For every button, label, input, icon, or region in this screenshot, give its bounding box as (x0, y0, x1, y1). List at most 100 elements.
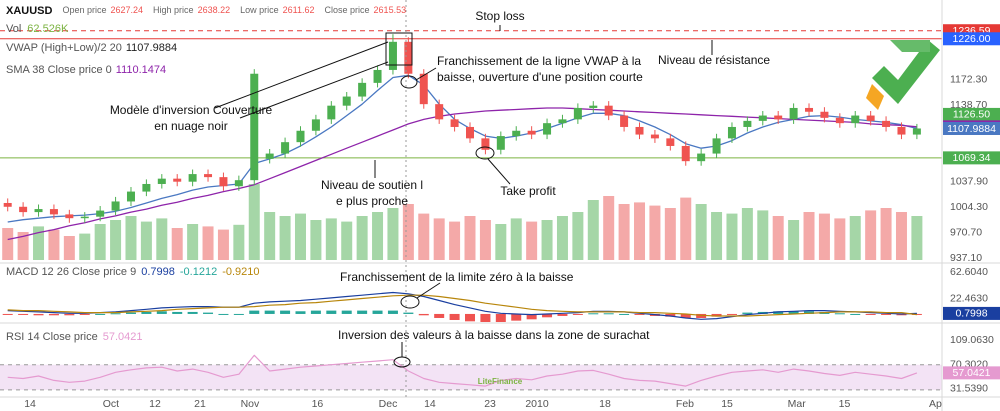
price-tag-label: 1226.00 (953, 33, 991, 45)
volume-name: Vol (6, 23, 21, 35)
volume-bar (865, 210, 877, 260)
histogram-bar (125, 312, 136, 314)
series-name: VWAP (High+Low)/2 20 (6, 42, 122, 54)
indicator-value: 0.7998 (141, 266, 175, 278)
candle-body (635, 126, 644, 135)
volume-bar (726, 213, 738, 260)
candle-body (743, 120, 752, 127)
candle-body (466, 126, 474, 139)
histogram-bar (187, 311, 198, 314)
marker-ellipse (400, 295, 420, 309)
series-value: 1107.9884 (126, 42, 177, 54)
candle-body (265, 153, 274, 159)
volume-bar (217, 229, 229, 260)
x-tick-label: 2010 (525, 398, 549, 410)
x-tick-label: 21 (194, 398, 206, 410)
y-tick-label: 62.6040 (950, 266, 988, 278)
x-tick-label: 16 (312, 398, 324, 410)
histogram-bar (79, 313, 90, 315)
candle-body (435, 104, 444, 120)
histogram-bar (603, 313, 614, 315)
annotation: en nuage noir (154, 119, 227, 133)
candle-body (450, 119, 459, 127)
histogram-bar (526, 313, 537, 320)
volume-bar (140, 221, 152, 260)
histogram-bar (418, 313, 429, 316)
volume-bar (788, 220, 800, 260)
x-tick-label: Dec (379, 398, 398, 410)
candle-body (512, 130, 521, 137)
volume-bar (541, 220, 553, 260)
volume-bar (479, 220, 491, 260)
indicator-name: MACD 12 26 Close price 9 (6, 266, 136, 278)
annotation: baisse, ouverture d'une position courte (437, 70, 643, 84)
candle-body (49, 209, 58, 215)
annotation: Niveau de résistance (658, 53, 770, 67)
volume-bar (110, 220, 122, 260)
candle-body (866, 115, 875, 121)
volume-bar (310, 220, 322, 260)
volume-bar (233, 224, 245, 260)
histogram-bar (172, 311, 183, 314)
candle-body (496, 136, 505, 150)
header: VWAP (High+Low)/2 20 1107.9884 (6, 42, 177, 54)
header: XAUUSD Open price 2627.24 High price 2638.22… (6, 5, 406, 17)
candle-body (543, 123, 552, 135)
volume-bar (449, 221, 461, 260)
price-tag (943, 366, 1000, 380)
x-tick-label: 14 (424, 398, 436, 410)
candle-body (157, 178, 166, 184)
histogram-bar (18, 313, 29, 315)
histogram-bar (711, 313, 722, 317)
volume-bar (156, 218, 168, 260)
volume-bar (572, 212, 584, 260)
histogram-bar (280, 310, 291, 314)
volume-bar (248, 184, 260, 260)
candle-body (327, 105, 336, 120)
histogram-bar (2, 313, 13, 315)
histogram-bar (865, 313, 876, 315)
volume-bar (803, 212, 815, 260)
volume-bar (187, 224, 199, 260)
volume-bar (264, 212, 276, 260)
histogram-bar (804, 311, 815, 314)
candle-body (727, 126, 736, 139)
candle-body (650, 134, 659, 139)
histogram-bar (773, 311, 784, 314)
volume-bar (464, 216, 476, 260)
annotation: Modèle d'inversion Couverture (110, 103, 273, 117)
price-tag-label: 1069.34 (953, 152, 991, 164)
ohlc-value: 2638.22 (198, 5, 231, 15)
indicator-line (7, 74, 918, 223)
candle-body (342, 96, 351, 106)
logo-mark (890, 40, 930, 52)
price-tag (943, 107, 1000, 121)
histogram-bar (110, 313, 121, 315)
candle-body (805, 107, 814, 112)
volume-bar (834, 218, 846, 260)
x-tick-label: 18 (599, 398, 611, 410)
candle-body (281, 142, 290, 154)
candle-body (234, 180, 243, 187)
volume-bar (634, 202, 646, 260)
annotation: Niveau de soutien l (321, 178, 423, 192)
header: Vol 62.526K (6, 23, 69, 35)
histogram-bar (742, 312, 753, 314)
volume-bar (202, 226, 214, 260)
series-name: SMA 38 Close price 0 (6, 64, 112, 76)
volume-bar (772, 216, 784, 260)
watermark: LiteFinance (478, 377, 523, 386)
volume-bar (387, 208, 399, 260)
volume-bar (664, 208, 676, 260)
histogram-bar (572, 313, 583, 315)
volume-bar (433, 218, 445, 260)
candle-body (912, 128, 921, 135)
pointer (415, 67, 437, 81)
candle-body (250, 73, 259, 181)
background-layer (0, 30, 942, 391)
histogram-bar (896, 313, 907, 316)
x-tick-label: Feb (676, 398, 694, 410)
price-tag (943, 306, 1000, 320)
volume-bar (171, 228, 183, 260)
